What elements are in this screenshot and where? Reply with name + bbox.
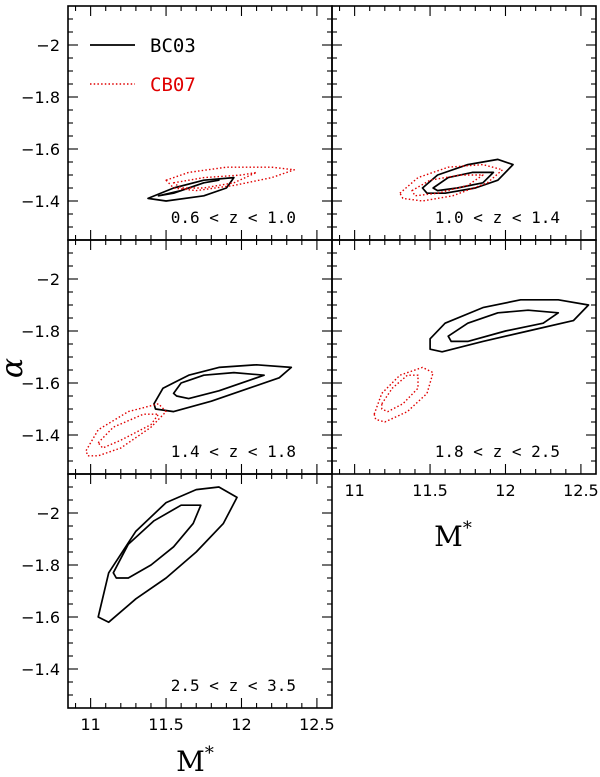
x-tick-label: 11.5 bbox=[412, 481, 448, 500]
x-axis-label-left: M* bbox=[176, 743, 214, 777]
y-tick-label: −1.8 bbox=[21, 88, 60, 107]
contour-cb07-outer bbox=[373, 366, 434, 423]
x-tick-label: 12 bbox=[231, 715, 251, 734]
contour-bc03-outer bbox=[153, 363, 293, 413]
x-tick-label: 12.5 bbox=[563, 481, 599, 500]
y-tick-label: −2 bbox=[36, 270, 60, 289]
contour-bc03-outer bbox=[421, 158, 514, 195]
x-tick-label: 12.5 bbox=[299, 715, 335, 734]
x-axis-label-right: M* bbox=[434, 518, 472, 553]
contour-cb07-inner bbox=[411, 174, 484, 197]
y-tick-label: −1.6 bbox=[21, 140, 60, 159]
contour-bc03-inner bbox=[447, 309, 560, 343]
panel-frame bbox=[331, 239, 597, 475]
y-tick-label: −1.8 bbox=[21, 322, 60, 341]
y-tick-label: −1.8 bbox=[21, 556, 60, 575]
legend-label-cb07: CB07 bbox=[150, 74, 196, 96]
y-tick-label: −1.4 bbox=[21, 192, 60, 211]
contour-bc03-inner bbox=[172, 371, 265, 400]
y-tick-label: −1.4 bbox=[21, 426, 60, 445]
panel-3: 1.4 < z < 1.8 −2 −1.8 −1.6 −1.4 bbox=[21, 239, 333, 475]
panel-frame bbox=[67, 239, 333, 475]
panel-frame bbox=[67, 5, 333, 241]
x-tick-label: 11.5 bbox=[148, 715, 184, 734]
contour-bc03-inner bbox=[432, 171, 495, 192]
panel-frame bbox=[67, 473, 333, 709]
contour-cb07-inner bbox=[97, 413, 160, 449]
contour-bc03-outer bbox=[429, 298, 590, 353]
contour-bc03-outer bbox=[147, 176, 235, 202]
contour-cb07-outer bbox=[399, 163, 504, 202]
legend: BC03 CB07 bbox=[90, 35, 196, 96]
contour-bc03-outer bbox=[97, 486, 238, 624]
y-tick-label: −1.6 bbox=[21, 608, 60, 627]
contour-cb07-inner bbox=[172, 171, 258, 189]
x-axis-label-right-superscript: * bbox=[463, 518, 472, 539]
contour-cb07-outer bbox=[85, 403, 167, 457]
y-tick-label: −1.6 bbox=[21, 374, 60, 393]
redshift-label: 2.5 < z < 3.5 bbox=[171, 676, 296, 695]
x-tick-label: 11 bbox=[344, 481, 364, 500]
panel-5: 2.5 < z < 3.5 −2 −1.8 −1.6 −1.4 11 11.5 12 12.5 bbox=[21, 473, 335, 734]
legend-label-bc03: BC03 bbox=[150, 35, 196, 57]
panel-frame bbox=[331, 5, 597, 241]
panel-1: 0.6 < z < 1.0 −2 −1.8 −1.6 −1.4 bbox=[21, 5, 333, 241]
redshift-label: 1.4 < z < 1.8 bbox=[171, 442, 296, 461]
redshift-label: 0.6 < z < 1.0 bbox=[171, 208, 296, 227]
redshift-label: 1.8 < z < 2.5 bbox=[435, 442, 560, 461]
x-tick-label: 12 bbox=[495, 481, 515, 500]
contour-bc03-inner bbox=[157, 179, 220, 197]
y-tick-label: −1.4 bbox=[21, 660, 60, 679]
contour-cb07-inner bbox=[381, 374, 419, 413]
y-tick-label: −2 bbox=[36, 504, 60, 523]
redshift-label: 1.0 < z < 1.4 bbox=[435, 208, 560, 227]
contour-bc03-inner bbox=[112, 504, 202, 579]
x-axis-label-left-superscript: * bbox=[205, 743, 214, 764]
x-tick-label: 11 bbox=[80, 715, 100, 734]
panel-2: 1.0 < z < 1.4 bbox=[331, 5, 597, 241]
contour-cb07-outer bbox=[165, 166, 295, 192]
y-axis-label: α bbox=[0, 358, 30, 378]
panel-4: 1.8 < z < 2.5 11 11.5 12 12.5 bbox=[331, 239, 599, 500]
y-tick-label: −2 bbox=[36, 36, 60, 55]
